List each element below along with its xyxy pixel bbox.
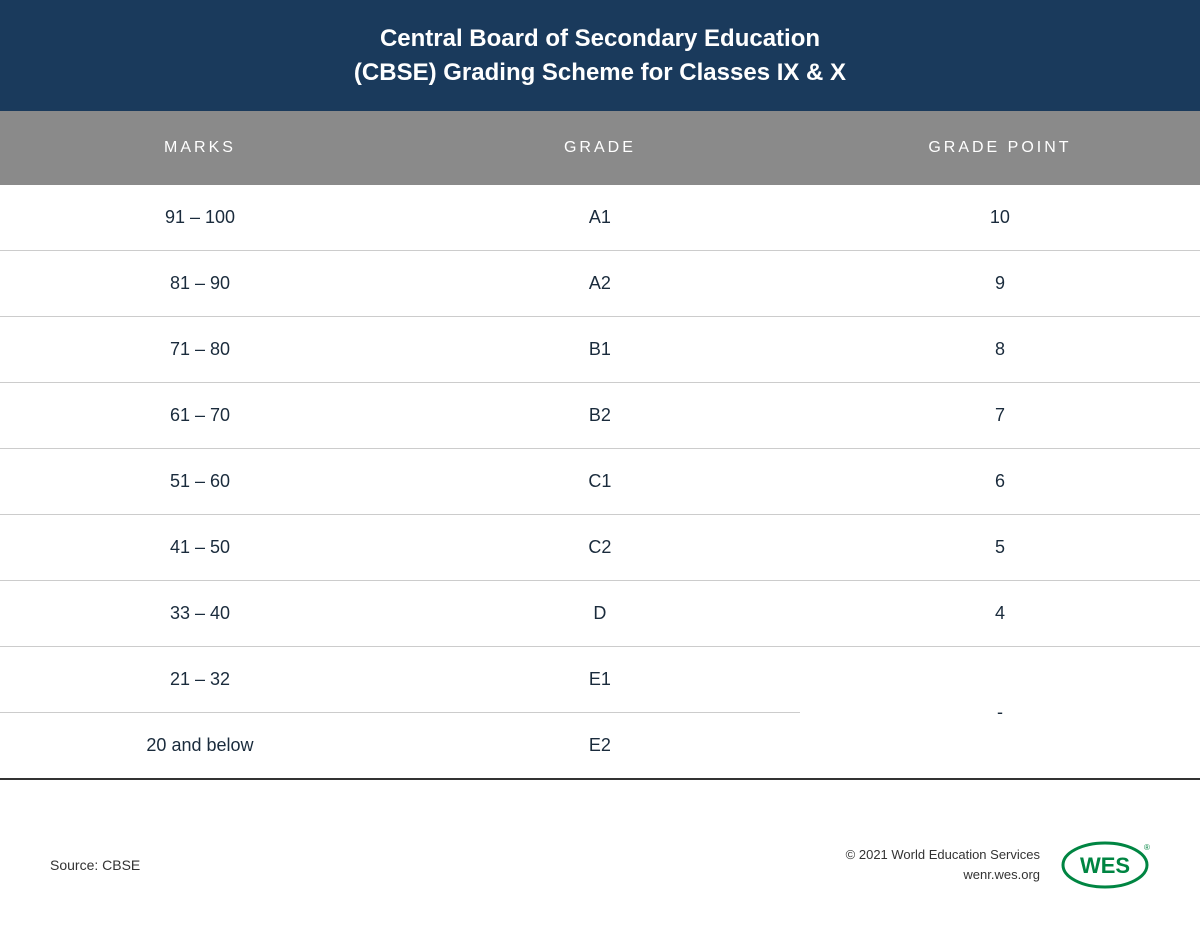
copyright-line-2: wenr.wes.org [963,867,1040,882]
copyright-line-1: © 2021 World Education Services [846,847,1040,862]
logo-text: WES [1080,853,1130,878]
table-row: 41 – 50 C2 5 [0,515,1200,581]
source-label: Source: CBSE [50,857,140,873]
cell-point: 9 [800,251,1200,317]
cell-point: 7 [800,383,1200,449]
table-row: 51 – 60 C1 6 [0,449,1200,515]
cell-grade: B2 [400,383,800,449]
copyright-text: © 2021 World Education Services wenr.wes… [846,845,1040,884]
logo-registered-mark: ® [1144,843,1150,852]
footer-right: © 2021 World Education Services wenr.wes… [846,840,1150,890]
cell-point-merged: - [800,647,1200,778]
wes-logo-icon: WES ® [1060,840,1150,890]
cell-grade: E1 [400,647,800,713]
cell-grade: E2 [400,713,800,778]
cell-grade: D [400,581,800,647]
cell-point: 6 [800,449,1200,515]
table-row: 81 – 90 A2 9 [0,251,1200,317]
cell-marks: 61 – 70 [0,383,400,449]
merged-rows-group: 21 – 32 E1 20 and below E2 - [0,647,1200,778]
table-header-row: MARKS GRADE GRADE POINT [0,111,1200,185]
title-line-1: Central Board of Secondary Education [380,25,820,52]
cell-grade: A1 [400,185,800,251]
header-grade: GRADE [400,111,800,185]
cell-grade: B1 [400,317,800,383]
table-title: Central Board of Secondary Education (CB… [0,0,1200,111]
table-row: 33 – 40 D 4 [0,581,1200,647]
table-row: 21 – 32 E1 [0,647,800,713]
cell-grade: C2 [400,515,800,581]
cell-grade: C1 [400,449,800,515]
table-row: 71 – 80 B1 8 [0,317,1200,383]
cell-marks: 41 – 50 [0,515,400,581]
table-row: 91 – 100 A1 10 [0,185,1200,251]
cell-marks: 81 – 90 [0,251,400,317]
cell-point: 5 [800,515,1200,581]
table-row: 61 – 70 B2 7 [0,383,1200,449]
header-grade-point: GRADE POINT [800,111,1200,185]
cell-marks: 91 – 100 [0,185,400,251]
cell-grade: A2 [400,251,800,317]
footer: Source: CBSE © 2021 World Education Serv… [0,780,1200,939]
cell-marks: 71 – 80 [0,317,400,383]
cell-point: 8 [800,317,1200,383]
cell-point: 10 [800,185,1200,251]
cell-marks: 20 and below [0,713,400,778]
cell-marks: 51 – 60 [0,449,400,515]
cell-marks: 33 – 40 [0,581,400,647]
header-marks: MARKS [0,111,400,185]
table-row: 20 and below E2 [0,713,800,778]
cell-point: 4 [800,581,1200,647]
title-line-2: (CBSE) Grading Scheme for Classes IX & X [354,59,846,86]
cell-marks: 21 – 32 [0,647,400,713]
table-body: 91 – 100 A1 10 81 – 90 A2 9 71 – 80 B1 8… [0,185,1200,780]
